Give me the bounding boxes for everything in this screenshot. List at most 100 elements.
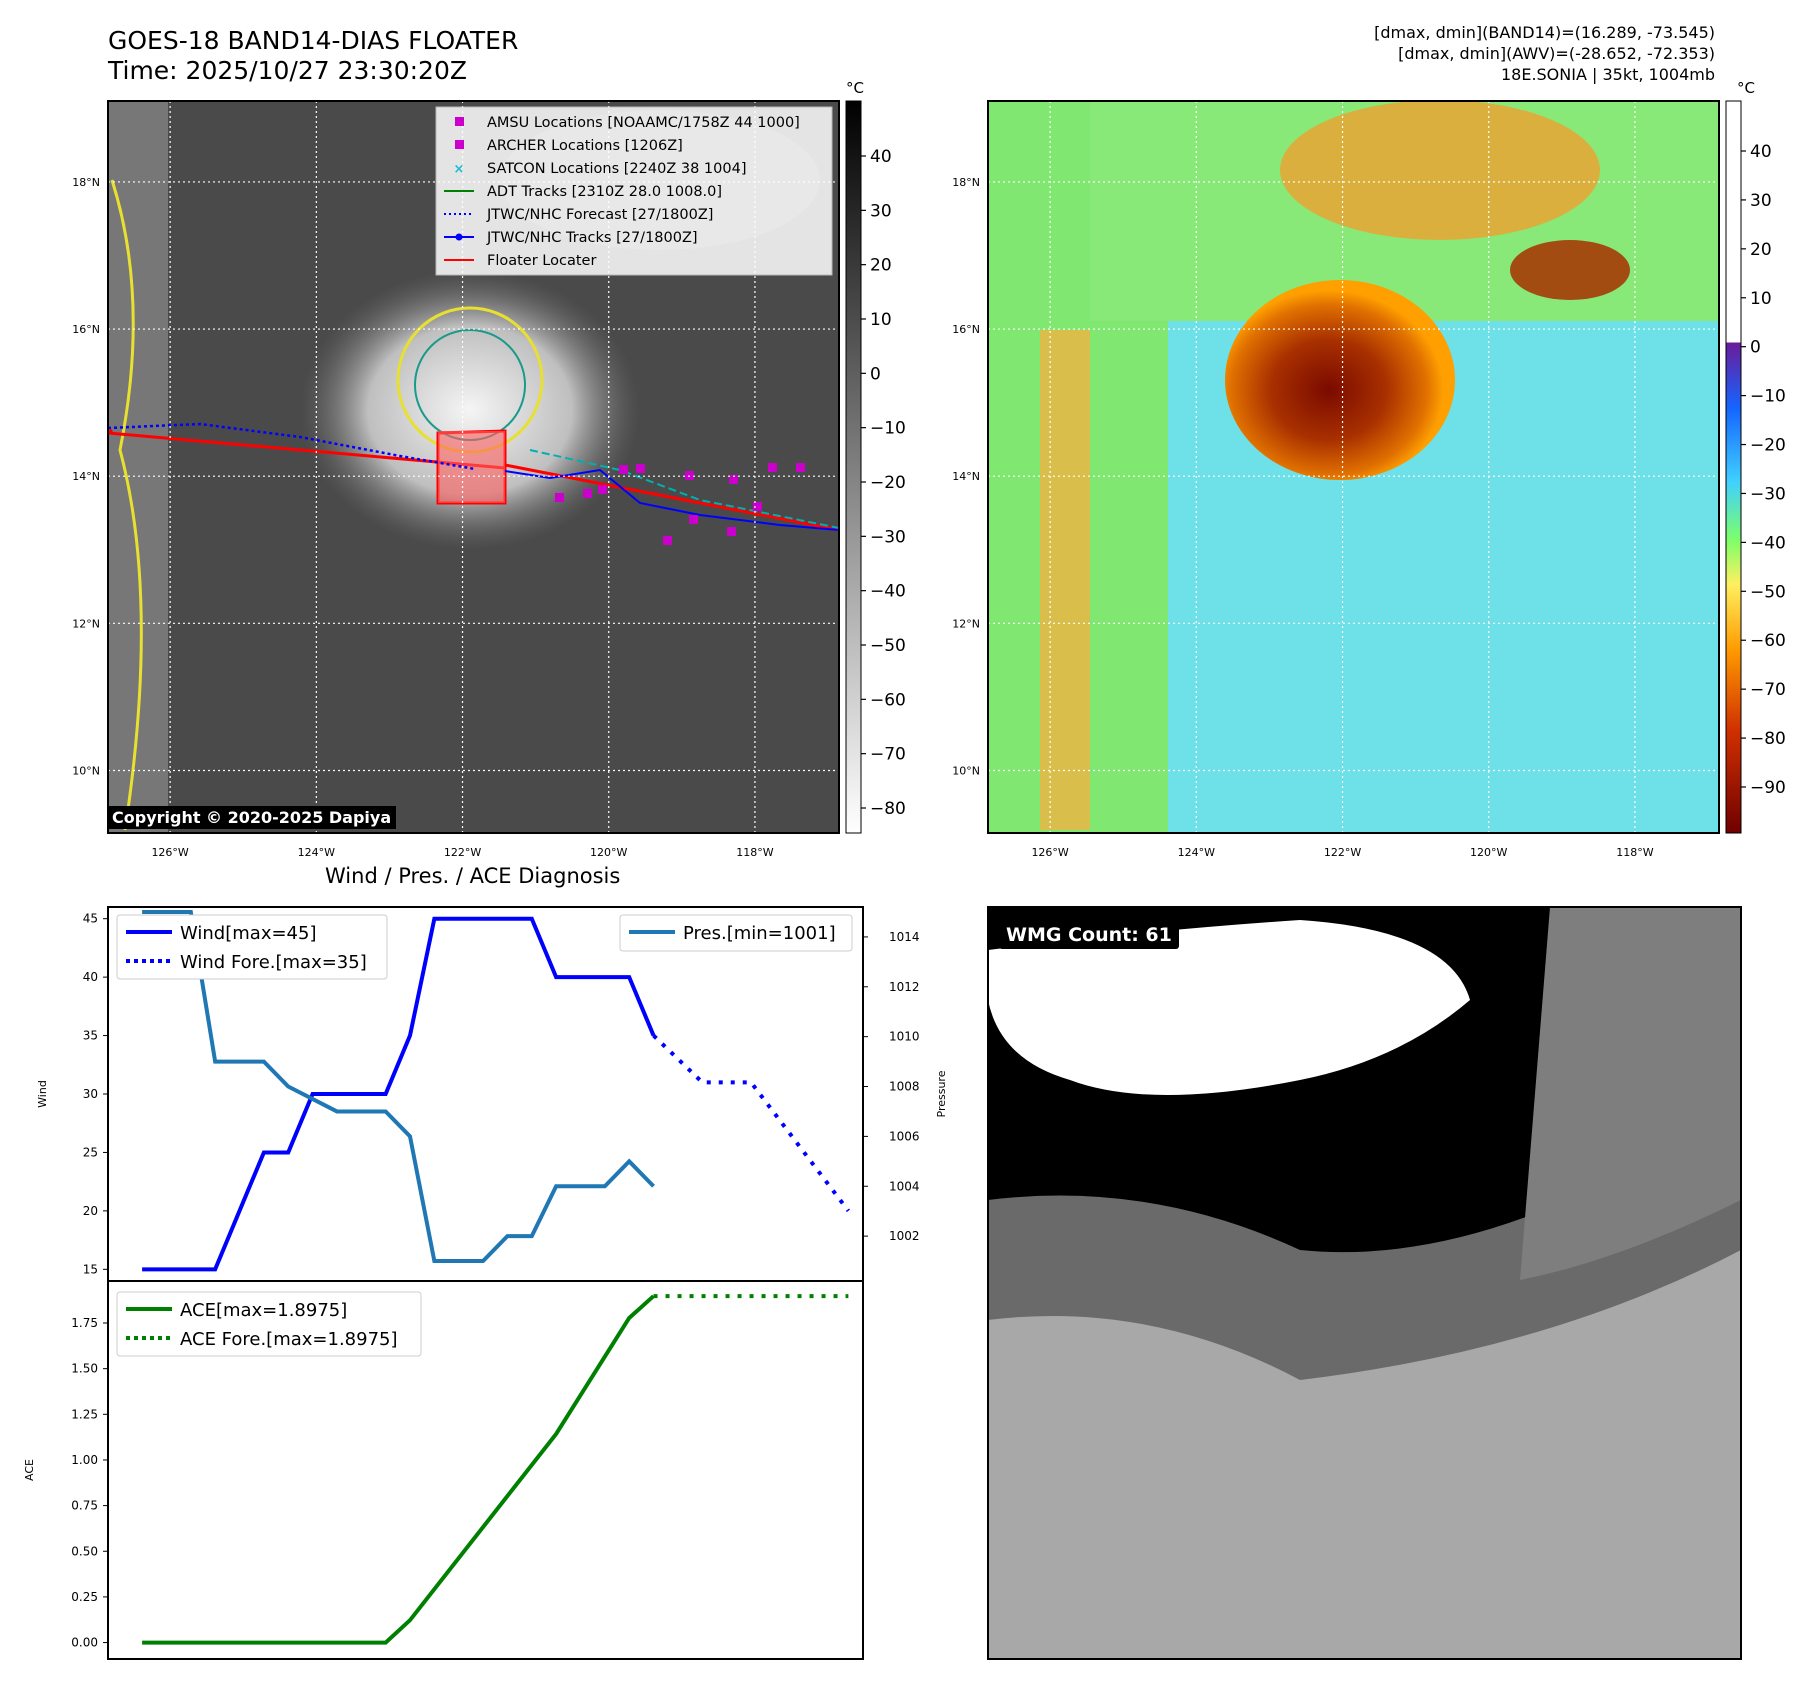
lon-tick-label: 122°W bbox=[1324, 846, 1361, 859]
wmg-count-badge: WMG Count: 61 bbox=[999, 921, 1179, 949]
ace-tick-label: 0.50 bbox=[71, 1544, 98, 1558]
lat-tick-label: 12°N bbox=[952, 617, 980, 630]
north-orange-cloud bbox=[1280, 101, 1600, 240]
colorbar-tick-label: 40 bbox=[870, 147, 892, 167]
colorbar-tick-label: 20 bbox=[1750, 240, 1772, 260]
wind-tick-label: 40 bbox=[83, 970, 98, 984]
jtwc-track bbox=[504, 468, 839, 531]
pressure-tick-label: 1010 bbox=[889, 1030, 920, 1044]
right-map-frame bbox=[987, 100, 1720, 834]
north-red-cloud bbox=[1510, 240, 1630, 300]
ace-legend: ACE[max=1.8975] ACE Fore.[max=1.8975] bbox=[116, 1291, 422, 1357]
amsu-markers bbox=[555, 463, 805, 545]
pressure-legend: Pres.[min=1001] bbox=[619, 914, 853, 952]
colorbar-tick-label: −80 bbox=[870, 799, 906, 819]
colorbar-tick-label: −70 bbox=[1750, 680, 1786, 700]
left-colorbar-ticks: 40 30 20 10 0 −10 −20 −30 −40 −50 −60 −70 −80 bbox=[861, 147, 906, 819]
jtwc-forecast-track bbox=[108, 422, 476, 471]
colorbar-tick-label: 0 bbox=[870, 364, 881, 384]
legend-marker bbox=[455, 140, 464, 149]
amsu-marker bbox=[768, 463, 777, 472]
lat-tick-label: 10°N bbox=[72, 764, 100, 777]
lon-tick-label: 124°W bbox=[1178, 846, 1215, 859]
right-map-gridlines bbox=[988, 101, 1719, 833]
lon-tick-label: 120°W bbox=[1470, 846, 1507, 859]
wmg-cold-region bbox=[988, 920, 1470, 1095]
lat-tick-label: 14°N bbox=[952, 470, 980, 483]
colorbar-tick-label: 40 bbox=[1750, 142, 1772, 162]
lon-tick-label: 118°W bbox=[736, 846, 773, 859]
ace-tick-label: 0.00 bbox=[71, 1636, 98, 1650]
colorbar-tick-label: −50 bbox=[870, 636, 906, 656]
west-yellow-contour bbox=[110, 179, 143, 831]
colorbar-tick-label: 20 bbox=[870, 256, 892, 276]
amsu-marker bbox=[729, 475, 738, 484]
west-orange-band bbox=[1040, 330, 1090, 830]
pressure-tick-label: 1004 bbox=[889, 1179, 920, 1193]
legend-wind-label: Wind[max=45] bbox=[180, 923, 317, 944]
colorbar-tick-label: −60 bbox=[1750, 631, 1786, 651]
satcon-track bbox=[529, 449, 839, 529]
amsu-marker bbox=[796, 463, 805, 472]
amsu-marker bbox=[619, 465, 628, 474]
legend-label: ADT Tracks [2310Z 28.0 1008.0] bbox=[487, 184, 722, 200]
lat-tick-label: 18°N bbox=[72, 176, 100, 189]
wmg-light-band bbox=[988, 1250, 1741, 1659]
pressure-tick-label: 1014 bbox=[889, 930, 920, 944]
lat-tick-label: 14°N bbox=[72, 470, 100, 483]
storm-core bbox=[1225, 280, 1455, 480]
lat-tick-label: 16°N bbox=[952, 323, 980, 336]
ace-tick-label: 1.25 bbox=[71, 1407, 98, 1421]
amsu-marker bbox=[583, 489, 592, 498]
pressure-tick-label: 1002 bbox=[889, 1229, 920, 1243]
pressure-tick-label: 1008 bbox=[889, 1080, 920, 1094]
amsu-marker bbox=[555, 493, 564, 502]
right-colorbar bbox=[1725, 100, 1742, 834]
map-axis-labels: 18°N 16°N 14°N 12°N 10°N 126°W 124°W 122°W 120°W… bbox=[72, 176, 1653, 859]
legend-label: JTWC/NHC Forecast [27/1800Z] bbox=[486, 207, 713, 223]
ace-line bbox=[142, 1294, 655, 1645]
colorbar-tick-label: −20 bbox=[1750, 436, 1786, 456]
wind-tick-label: 25 bbox=[83, 1145, 98, 1159]
diagnosis-title: Wind / Pres. / ACE Diagnosis bbox=[325, 864, 621, 888]
title-line-1: GOES-18 BAND14-DIAS FLOATER bbox=[108, 26, 519, 55]
wind-legend: Wind[max=45] Wind Fore.[max=35] bbox=[116, 914, 388, 980]
amsu-marker bbox=[636, 464, 645, 473]
legend-marker bbox=[455, 233, 463, 241]
ir-color-map bbox=[988, 101, 1719, 833]
colorbar-tick-label: −50 bbox=[1750, 582, 1786, 602]
amsu-marker bbox=[753, 502, 762, 511]
colorbar-tick-label: −30 bbox=[1750, 484, 1786, 504]
storm-summary: 18E.SONIA | 35kt, 1004mb bbox=[1500, 65, 1715, 84]
diagnosis-plot-marks: 15 20 25 30 35 40 45 1002 1004 1006 1008 1010 1012 10… bbox=[71, 909, 920, 1650]
wind-tick-label: 20 bbox=[83, 1204, 98, 1218]
legend-label: ARCHER Locations [1206Z] bbox=[487, 138, 683, 154]
amsu-marker bbox=[727, 527, 736, 536]
ace-tick-label: 1.75 bbox=[71, 1316, 98, 1330]
amsu-marker bbox=[663, 536, 672, 545]
left-colorbar bbox=[845, 100, 862, 834]
ace-tick-label: 0.75 bbox=[71, 1499, 98, 1513]
lat-tick-label: 16°N bbox=[72, 323, 100, 336]
storm-info: [dmax, dmin](BAND14)=(16.289, -73.545) [… bbox=[1374, 22, 1715, 85]
title-line-2: Time: 2025/10/27 23:30:20Z bbox=[108, 56, 467, 85]
pressure-axis-label: Pressure bbox=[935, 1070, 948, 1117]
colorbar-tick-label: −80 bbox=[1750, 729, 1786, 749]
ace-axis-label: ACE bbox=[23, 1459, 36, 1481]
lon-tick-label: 118°W bbox=[1616, 846, 1653, 859]
right-colorbar-unit: °C bbox=[1737, 79, 1755, 97]
floater-box bbox=[438, 431, 505, 503]
lat-tick-label: 10°N bbox=[952, 764, 980, 777]
legend-ace-label: ACE[max=1.8975] bbox=[180, 1300, 347, 1321]
pressure-line bbox=[142, 909, 655, 1264]
storm-cloud bbox=[300, 270, 640, 550]
map-legend: AMSU Locations [NOAAMC/1758Z 44 1000] ARC… bbox=[435, 106, 833, 276]
wmg-panel bbox=[988, 907, 1741, 1659]
lon-tick-label: 120°W bbox=[590, 846, 627, 859]
wind-line bbox=[142, 916, 656, 1272]
colorbar-tick-label: 30 bbox=[1750, 191, 1772, 211]
left-colorbar-unit: °C bbox=[846, 79, 864, 97]
colorbar-tick-label: −10 bbox=[870, 419, 906, 439]
copyright-badge: Copyright © 2020-2025 Dapiya bbox=[107, 806, 397, 829]
